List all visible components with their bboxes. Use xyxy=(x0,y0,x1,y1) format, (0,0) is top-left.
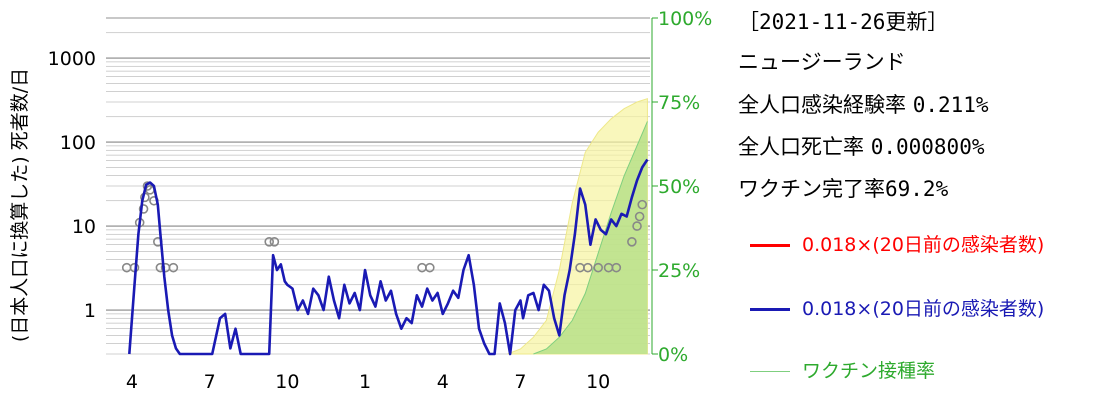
observed-point xyxy=(425,262,435,273)
x-tick-label: 7 xyxy=(514,371,526,393)
death-rate-value: 0.000800% xyxy=(870,135,985,159)
observed-point xyxy=(593,262,603,273)
legend-item-green: ワクチン接種率 xyxy=(750,356,935,383)
legend-swatch-red xyxy=(750,244,790,247)
x-tick-label: 10 xyxy=(586,371,610,393)
observed-point xyxy=(417,262,427,273)
infection-rate-label: 全人口感染経験率 xyxy=(738,93,906,117)
infection-rate-value: 0.211% xyxy=(912,93,989,117)
y-tick-label: 100 xyxy=(60,132,96,154)
y-axis-label: (日本人口に換算した) 死者数/日 xyxy=(9,68,31,342)
x-tick-label: 4 xyxy=(437,371,449,393)
vaccine-rate: ワクチン完了率69.2% xyxy=(738,173,948,203)
infection-rate: 全人口感染経験率 0.211% xyxy=(738,89,989,119)
vaccine-line xyxy=(533,121,648,355)
observed-point xyxy=(632,221,642,231)
vaccine-rate-label: ワクチン完了率 xyxy=(738,177,885,201)
update-date: ［2021-11-26更新］ xyxy=(738,10,949,34)
x-tick-label: 7 xyxy=(204,371,216,393)
country-name: ニュージーランド xyxy=(738,50,906,74)
legend-item-blue: 0.018×(20日前の感染者数) xyxy=(750,294,1044,321)
death-rate-label: 全人口死亡率 xyxy=(738,135,864,159)
y2-tick-label: 50% xyxy=(658,176,700,198)
observed-point xyxy=(269,236,280,247)
observed-point xyxy=(634,211,645,222)
observed-point xyxy=(121,262,132,273)
y2-tick-label: 25% xyxy=(658,260,700,282)
legend-label-red: 0.018×(20日前の感染者数) xyxy=(802,234,1045,256)
observed-point xyxy=(168,262,179,273)
x-tick-label: 4 xyxy=(126,371,138,393)
y-tick-label: 1000 xyxy=(48,48,96,70)
observed-point xyxy=(583,262,593,273)
vaccine-area xyxy=(533,121,648,354)
chart: (日本人口に換算した) 死者数/日 1 10 100 1000 0% 25% 50% 75% 1… xyxy=(9,8,712,393)
y2-tick-label: 0% xyxy=(658,344,688,366)
observed-point xyxy=(264,236,275,247)
death-rate: 全人口死亡率 0.000800% xyxy=(738,131,984,161)
observed-point xyxy=(138,204,149,214)
legend-item-red: 0.018×(20日前の感染者数) xyxy=(750,230,1044,257)
cases-line-blue xyxy=(128,158,649,356)
vaccine-rate-value: 69.2% xyxy=(885,177,949,201)
observed-point xyxy=(627,236,637,247)
observed-point xyxy=(637,199,648,210)
legend-label-green: ワクチン接種率 xyxy=(802,360,936,382)
x-tick-label: 10 xyxy=(275,371,299,393)
observed-point xyxy=(611,262,622,273)
legend-swatch-blue xyxy=(750,308,790,311)
y2-tick-label: 75% xyxy=(658,92,700,114)
y2-tick-label: 100% xyxy=(658,8,712,30)
y-tick-label: 1 xyxy=(84,300,96,322)
legend-swatch-green xyxy=(750,371,790,372)
x-tick-label: 1 xyxy=(359,371,371,393)
y-tick-label: 10 xyxy=(72,216,96,238)
legend-label-blue: 0.018×(20日前の感染者数) xyxy=(802,298,1045,320)
